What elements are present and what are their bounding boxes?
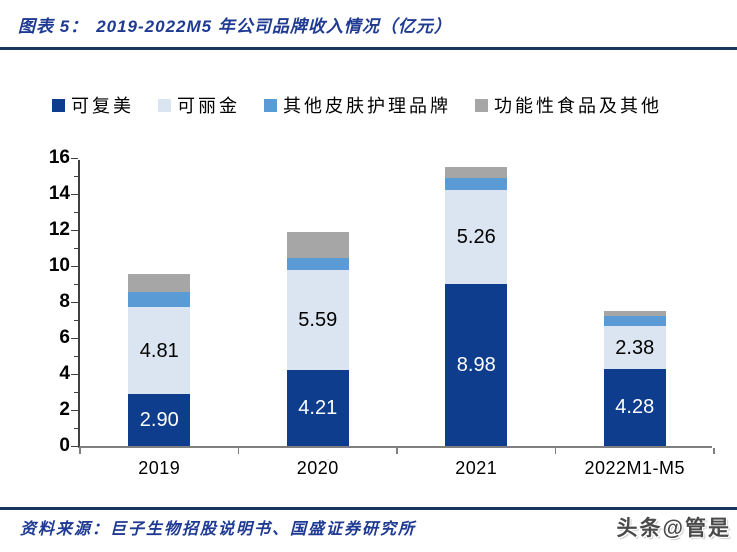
stacked-bar-2022M1-M5: 4.28 2.38: [603, 310, 666, 446]
y-axis-tick: [74, 355, 78, 357]
y-axis-tick: [74, 391, 78, 393]
category-slot: 4.21 5.59 2020: [239, 160, 398, 478]
x-axis-tick: [713, 448, 715, 454]
y-axis-label: 6: [59, 327, 70, 348]
legend-swatch: [475, 98, 488, 112]
title-divider: [0, 47, 737, 50]
footer-divider: [0, 507, 737, 510]
bar-segment: [445, 178, 508, 190]
source-note: 资料来源：巨子生物招股说明书、国盛证券研究所: [20, 521, 417, 538]
category-slot: 4.28 2.38 2022M1-M5: [556, 160, 715, 478]
y-axis-tick: [71, 301, 78, 303]
legend-label: 其他皮肤护理品牌: [283, 96, 451, 116]
bar-segment: [128, 292, 191, 308]
bar-segment: 2.90: [128, 393, 191, 446]
legend-item-kefumei: 可复美: [52, 92, 134, 118]
y-axis-tick: [71, 337, 78, 339]
y-axis-tick: [71, 193, 78, 195]
x-axis-label: 2022M1-M5: [584, 458, 686, 478]
y-axis-label: 2: [59, 399, 70, 420]
stacked-bar-2019: 2.90 4.81: [128, 273, 191, 446]
y-axis-tick: [71, 265, 78, 267]
category-slot: 2.90 4.81 2019: [80, 160, 239, 478]
chart-plot-area: 0 2 4 6 8 10 12 14 16 2.90 4.81 2019 4.21 5.59 2020 8.9…: [49, 147, 715, 478]
stacked-bar-2021: 8.98 5.26: [445, 166, 508, 446]
figure-title-text: 2019-2022M5 年公司品牌收入情况（亿元）: [96, 17, 452, 36]
y-axis-tick: [74, 175, 78, 177]
bar-segment: [603, 316, 666, 327]
stacked-bar-2020: 4.21 5.59: [286, 231, 349, 446]
y-axis-label: 12: [48, 219, 70, 240]
figure-label: 图表 5：: [18, 17, 89, 36]
y-axis-tick: [74, 283, 78, 285]
y-axis-tick: [74, 211, 78, 213]
bar-segment: 4.21: [286, 370, 349, 446]
legend-label: 可丽金: [177, 96, 240, 116]
bar-segment: [603, 310, 666, 317]
bar-segment: 5.59: [286, 269, 349, 371]
figure-title: 图表 5： 2019-2022M5 年公司品牌收入情况（亿元）: [18, 12, 452, 37]
legend-swatch: [158, 98, 171, 112]
y-axis-label: 16: [48, 147, 70, 168]
legend-label: 功能性食品及其他: [494, 96, 662, 116]
y-axis-tick: [71, 229, 78, 231]
y-axis-tick: [74, 319, 78, 321]
x-axis-tick: [79, 448, 81, 454]
bar-segment: 4.81: [128, 307, 191, 394]
x-axis-label: 2021: [455, 458, 498, 478]
y-axis-label: 4: [59, 363, 70, 384]
bar-segment: 8.98: [445, 284, 508, 446]
legend-item-other-skincare: 其他皮肤护理品牌: [264, 92, 451, 118]
bar-segment: [286, 231, 349, 258]
bar-segment: [445, 166, 508, 179]
legend-swatch: [52, 98, 65, 112]
legend-item-functional-food: 功能性食品及其他: [475, 92, 662, 118]
y-axis-label: 0: [59, 435, 70, 456]
legend-swatch: [264, 98, 277, 112]
bar-segment: [128, 273, 191, 293]
bar-segment: 5.26: [445, 189, 508, 285]
bar-segment: 4.28: [603, 368, 666, 446]
x-axis-label: 2020: [296, 458, 339, 478]
bar-segment: 2.38: [603, 326, 666, 369]
y-axis-tick: [74, 247, 78, 249]
x-axis-tick: [396, 448, 398, 454]
y-axis-label: 10: [48, 255, 70, 276]
bar-segment: [286, 257, 349, 270]
x-axis-label: 2019: [138, 458, 181, 478]
legend-label: 可复美: [71, 96, 134, 116]
y-axis-label: 14: [48, 183, 70, 204]
x-axis-tick: [237, 448, 239, 454]
y-axis-label: 8: [59, 291, 70, 312]
y-axis-tick: [71, 157, 78, 159]
legend-item-kelijin: 可丽金: [158, 92, 240, 118]
y-axis-tick: [71, 409, 78, 411]
chart-legend: 可复美 可丽金 其他皮肤护理品牌 功能性食品及其他: [52, 92, 662, 118]
y-axis-tick: [71, 373, 78, 375]
x-axis-tick: [554, 448, 556, 454]
category-slot: 8.98 5.26 2021: [397, 160, 556, 478]
y-axis-tick: [74, 427, 78, 429]
watermark-toutiao: 头条@管是: [616, 517, 731, 540]
y-axis-tick: [71, 445, 78, 447]
